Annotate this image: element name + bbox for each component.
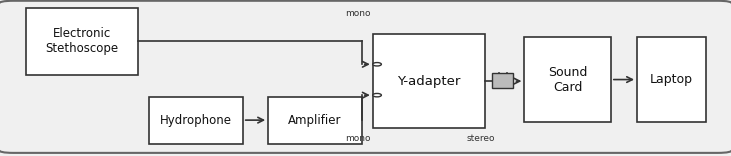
Bar [524,37,611,122]
Text: Y-adapter: Y-adapter [397,75,461,88]
FancyBboxPatch shape [0,1,731,153]
Ellipse shape [373,63,382,66]
Bar [268,97,362,144]
Bar [149,97,243,144]
Bar [492,73,513,88]
Bar [637,37,705,122]
Text: mono: mono [346,9,371,18]
Text: Sound
Card: Sound Card [548,66,587,94]
Text: mono: mono [346,134,371,143]
Bar [373,34,485,128]
Text: Amplifier: Amplifier [288,114,341,127]
Ellipse shape [373,93,382,97]
Text: Hydrophone: Hydrophone [160,114,232,127]
Text: Electronic
Stethoscope: Electronic Stethoscope [45,27,118,55]
Text: stereo: stereo [467,134,496,143]
Bar [26,8,138,75]
Text: Laptop: Laptop [650,73,693,86]
